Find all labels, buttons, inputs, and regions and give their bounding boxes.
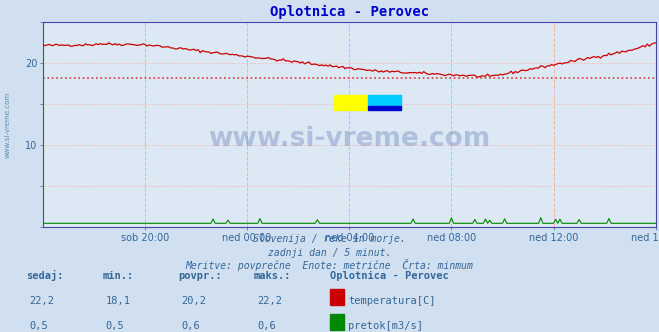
Text: sedaj:: sedaj: — [26, 270, 64, 281]
Polygon shape — [368, 106, 401, 110]
Polygon shape — [334, 95, 368, 110]
Text: www.si-vreme.com: www.si-vreme.com — [208, 126, 490, 152]
Text: 22,2: 22,2 — [257, 296, 282, 306]
Text: 0,6: 0,6 — [181, 321, 200, 331]
Text: 18,1: 18,1 — [105, 296, 130, 306]
Title: Oplotnica - Perovec: Oplotnica - Perovec — [270, 5, 429, 19]
Text: maks.:: maks.: — [254, 271, 291, 281]
Text: povpr.:: povpr.: — [178, 271, 221, 281]
Text: temperatura[C]: temperatura[C] — [348, 296, 436, 306]
Text: Meritve: povprečne  Enote: metrične  Črta: minmum: Meritve: povprečne Enote: metrične Črta:… — [186, 259, 473, 271]
Text: min.:: min.: — [102, 271, 133, 281]
Text: Oplotnica - Perovec: Oplotnica - Perovec — [330, 271, 448, 281]
Text: 22,2: 22,2 — [30, 296, 55, 306]
Text: pretok[m3/s]: pretok[m3/s] — [348, 321, 423, 331]
Text: 0,5: 0,5 — [105, 321, 124, 331]
Text: 0,5: 0,5 — [30, 321, 48, 331]
Text: zadnji dan / 5 minut.: zadnji dan / 5 minut. — [268, 248, 391, 258]
Text: 0,6: 0,6 — [257, 321, 275, 331]
Polygon shape — [368, 95, 401, 106]
Text: Slovenija / reke in morje.: Slovenija / reke in morje. — [253, 234, 406, 244]
Text: 20,2: 20,2 — [181, 296, 206, 306]
Text: www.si-vreme.com: www.si-vreme.com — [5, 91, 11, 158]
